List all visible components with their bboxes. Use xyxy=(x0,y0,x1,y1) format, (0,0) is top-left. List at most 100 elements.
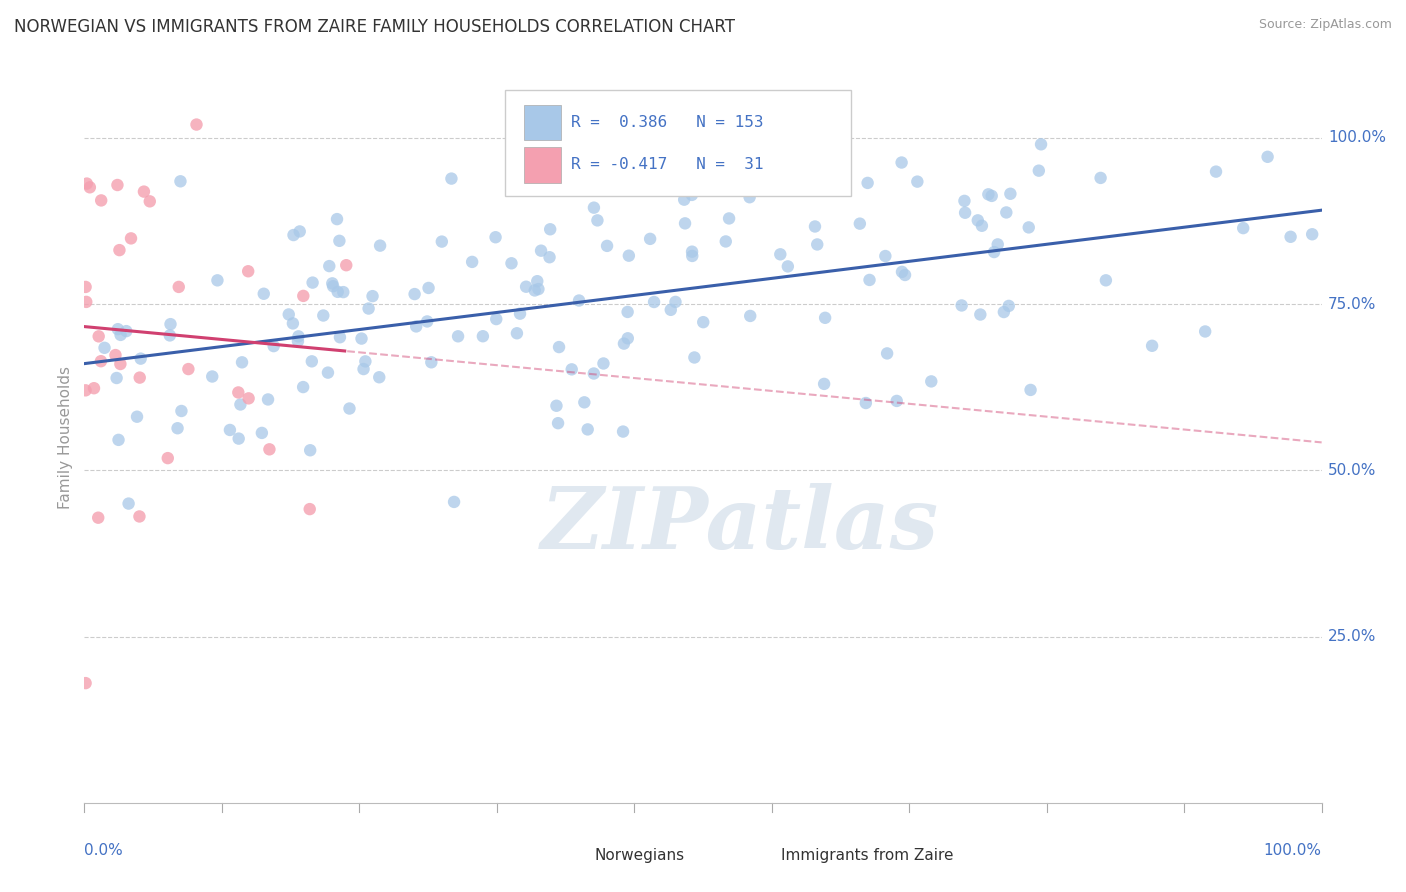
Point xyxy=(1000,186,1022,201)
Point xyxy=(219,423,242,437)
Point xyxy=(128,509,150,524)
FancyBboxPatch shape xyxy=(561,846,588,866)
Point xyxy=(132,185,155,199)
Text: ZIPatlas: ZIPatlas xyxy=(541,483,939,566)
Text: NORWEGIAN VS IMMIGRANTS FROM ZAIRE FAMILY HOUSEHOLDS CORRELATION CHART: NORWEGIAN VS IMMIGRANTS FROM ZAIRE FAMIL… xyxy=(14,18,735,36)
Point xyxy=(357,301,380,316)
Point xyxy=(416,314,439,328)
Point xyxy=(920,375,942,389)
Point xyxy=(993,305,1015,319)
Point xyxy=(953,194,976,208)
Point xyxy=(110,327,132,342)
Text: Norwegians: Norwegians xyxy=(595,848,685,863)
Text: 0.0%: 0.0% xyxy=(84,843,124,858)
Point xyxy=(368,238,391,252)
Point xyxy=(966,213,988,227)
Point xyxy=(1301,227,1323,242)
Text: 50.0%: 50.0% xyxy=(1327,463,1376,478)
Point xyxy=(617,331,640,345)
Point xyxy=(617,249,640,263)
Point xyxy=(692,315,714,329)
Point xyxy=(681,188,703,202)
Point xyxy=(207,273,229,287)
Point xyxy=(718,211,741,226)
Point xyxy=(177,362,200,376)
Point xyxy=(326,212,349,227)
Point xyxy=(776,260,799,274)
Text: Immigrants from Zaire: Immigrants from Zaire xyxy=(780,848,953,863)
Point xyxy=(169,174,191,188)
Point xyxy=(1029,137,1052,152)
Point xyxy=(418,281,440,295)
Point xyxy=(561,362,583,376)
Point xyxy=(1279,229,1302,244)
Point xyxy=(110,357,132,371)
Point xyxy=(574,395,596,409)
Point xyxy=(329,330,352,344)
Point xyxy=(804,219,827,234)
Point xyxy=(953,205,976,219)
Text: R =  0.386   N = 153: R = 0.386 N = 153 xyxy=(571,115,763,130)
FancyBboxPatch shape xyxy=(523,105,561,140)
FancyBboxPatch shape xyxy=(505,90,852,195)
Point xyxy=(201,369,224,384)
Point xyxy=(1140,339,1163,353)
Point xyxy=(576,422,599,436)
Point xyxy=(1018,220,1040,235)
Point xyxy=(673,216,696,230)
Point xyxy=(107,322,129,336)
Point xyxy=(592,356,614,370)
Point xyxy=(250,425,273,440)
Point xyxy=(664,294,686,309)
Point xyxy=(987,237,1010,252)
Point xyxy=(616,305,638,319)
Point xyxy=(328,234,350,248)
Point xyxy=(238,264,260,278)
FancyBboxPatch shape xyxy=(748,846,775,866)
Point xyxy=(105,371,128,385)
Point xyxy=(969,308,991,322)
Point xyxy=(277,308,299,322)
Point xyxy=(430,235,453,249)
Point xyxy=(90,194,112,208)
Point xyxy=(638,232,661,246)
Point xyxy=(322,279,344,293)
Point xyxy=(995,205,1018,219)
Point xyxy=(643,295,665,310)
Point xyxy=(855,396,877,410)
Point xyxy=(659,302,682,317)
Point xyxy=(856,176,879,190)
Text: 100.0%: 100.0% xyxy=(1264,843,1322,858)
Point xyxy=(292,289,315,303)
Point xyxy=(361,289,384,303)
Point xyxy=(335,258,357,272)
Point xyxy=(287,329,309,343)
Point xyxy=(530,244,553,258)
Point xyxy=(461,255,484,269)
Point xyxy=(159,328,181,343)
Point xyxy=(257,392,280,407)
Point xyxy=(526,274,548,288)
Point xyxy=(546,399,568,413)
Point xyxy=(354,354,377,368)
Point xyxy=(471,329,494,343)
Text: 25.0%: 25.0% xyxy=(1327,629,1376,644)
Point xyxy=(166,421,188,435)
Point xyxy=(93,341,115,355)
Point xyxy=(806,237,828,252)
Point xyxy=(75,676,97,690)
Point xyxy=(484,230,506,244)
Point xyxy=(156,451,179,466)
Point xyxy=(186,118,208,132)
Point xyxy=(980,189,1002,203)
Point xyxy=(501,256,523,270)
Text: 75.0%: 75.0% xyxy=(1327,297,1376,311)
Point xyxy=(228,432,250,446)
Point xyxy=(115,324,138,338)
Point xyxy=(108,243,131,257)
Point xyxy=(75,280,97,294)
Point xyxy=(312,309,335,323)
Point xyxy=(170,404,193,418)
Point xyxy=(582,367,605,381)
Point xyxy=(714,235,737,249)
